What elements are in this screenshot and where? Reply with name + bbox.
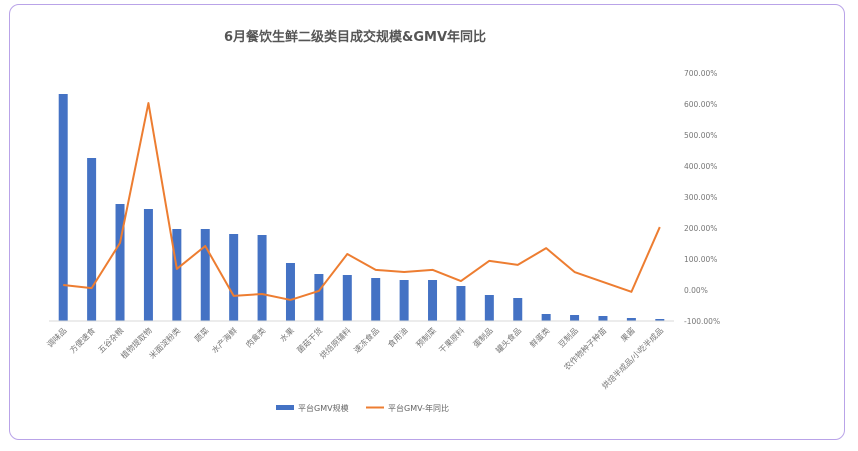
bar [87,158,97,321]
bar [58,94,68,321]
bar [570,315,580,321]
x-tick-label: 罐头食品 [493,325,523,355]
bar [655,319,665,321]
bar [371,278,381,321]
bar [342,275,352,321]
bar [484,295,494,321]
bar [541,314,551,321]
legend-label-bar: 平台GMV规模 [298,403,349,413]
x-tick-label: 水果 [278,325,296,343]
y-tick-label: -100.00% [684,317,720,326]
x-tick-label: 蔬菜 [192,325,210,343]
x-tick-label: 豆制品 [556,325,580,349]
x-tick-label: 干果原料 [437,325,467,355]
x-tick-label: 菌菇干货 [295,325,325,355]
y-tick-label: 200.00% [684,224,717,233]
yoy-line [63,102,661,301]
bar [428,280,438,321]
bar [626,318,636,321]
x-tick-label: 米面淀粉类 [147,325,182,360]
x-tick-label: 方便速食 [67,325,97,355]
x-tick-label: 果酱 [618,325,636,343]
x-tick-label: 五谷杂粮 [96,325,126,355]
bar [513,298,523,321]
bar [285,263,295,321]
y-tick-label: 400.00% [684,162,717,171]
legend-swatch-bar [276,405,294,410]
x-tick-label: 食用油 [385,325,409,349]
bar [399,280,409,321]
y-tick-label: 700.00% [684,69,717,78]
bar [229,234,239,321]
bar [257,235,267,321]
legend-label-line: 平台GMV-年同比 [388,403,449,413]
y-tick-label: 0.00% [684,286,708,295]
x-tick-label: 蛋制品 [471,325,495,349]
x-tick-label: 预制菜 [414,325,438,349]
y-tick-label: 100.00% [684,255,717,264]
bar [143,209,153,321]
bar [456,286,466,321]
chart-title: 6月餐饮生鲜二级类目成交规模&GMV年同比 [224,29,486,45]
x-tick-label: 烘焙原辅料 [317,325,352,360]
y-tick-label: 300.00% [684,193,717,202]
bar [200,229,210,321]
bar [314,274,324,321]
y-tick-label: 500.00% [684,131,717,140]
x-tick-label: 速冻食品 [351,325,381,355]
bar [115,204,125,321]
bar [172,229,182,321]
x-tick-label: 水产海鲜 [209,325,239,355]
bar [598,316,608,321]
legend: 平台GMV规模 平台GMV-年同比 [276,403,449,413]
x-tick-label: 肉禽类 [243,325,267,349]
y-tick-label: 600.00% [684,100,717,109]
x-tick-label: 调味品 [45,325,69,349]
x-tick-label: 鲜蛋类 [528,325,552,349]
